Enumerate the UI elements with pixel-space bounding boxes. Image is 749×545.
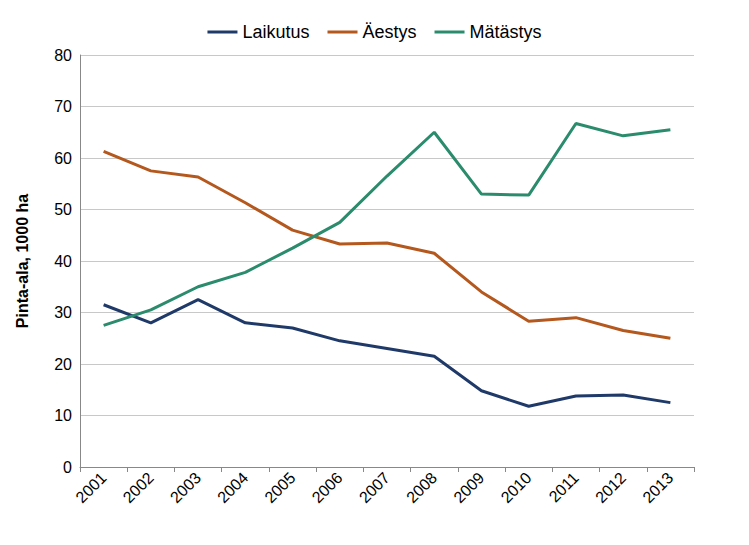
svg-text:Pinta-ala, 1000 ha: Pinta-ala, 1000 ha	[14, 194, 31, 328]
svg-text:30: 30	[54, 304, 72, 321]
svg-text:2007: 2007	[356, 469, 393, 506]
svg-text:2011: 2011	[546, 469, 582, 505]
svg-text:2004: 2004	[214, 469, 251, 506]
svg-text:40: 40	[54, 253, 72, 270]
svg-text:0: 0	[63, 459, 72, 476]
svg-text:Laikutus: Laikutus	[242, 22, 309, 42]
svg-text:2010: 2010	[498, 469, 535, 506]
svg-text:70: 70	[54, 98, 72, 115]
svg-text:2006: 2006	[309, 469, 346, 506]
svg-text:2013: 2013	[639, 469, 676, 506]
svg-text:2002: 2002	[120, 469, 157, 506]
svg-text:50: 50	[54, 201, 72, 218]
svg-text:2012: 2012	[592, 469, 629, 506]
svg-text:20: 20	[54, 356, 72, 373]
svg-text:Mätästys: Mätästys	[470, 22, 542, 42]
svg-text:10: 10	[54, 407, 72, 424]
svg-text:80: 80	[54, 47, 72, 64]
svg-text:60: 60	[54, 150, 72, 167]
svg-text:2005: 2005	[261, 469, 298, 506]
svg-text:2001: 2001	[72, 469, 109, 506]
svg-text:Äestys: Äestys	[363, 22, 417, 42]
svg-text:2003: 2003	[167, 469, 204, 506]
svg-text:2008: 2008	[403, 469, 440, 506]
svg-text:2009: 2009	[450, 469, 487, 506]
